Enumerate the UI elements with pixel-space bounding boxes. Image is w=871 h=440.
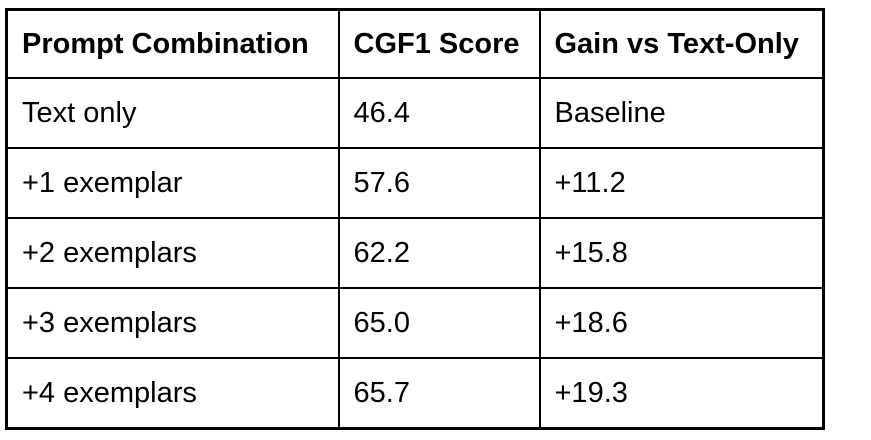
cell-prompt: +2 exemplars [5,217,340,289]
cell-prompt: +4 exemplars [5,357,340,430]
table-row: +2 exemplars 62.2 +15.8 [5,217,825,289]
table-header-row: Prompt Combination CGF1 Score Gain vs Te… [5,8,825,79]
cell-score: 57.6 [337,147,541,219]
cell-gain: +15.8 [538,217,825,289]
table-row: +4 exemplars 65.7 +19.3 [5,357,825,430]
column-header-cgf1-score: CGF1 Score [337,8,541,79]
cell-score: 65.7 [337,357,541,430]
cell-gain: +11.2 [538,147,825,219]
results-table: Prompt Combination CGF1 Score Gain vs Te… [5,8,825,430]
cell-prompt: +1 exemplar [5,147,340,219]
table-row: Text only 46.4 Baseline [5,77,825,149]
cell-prompt: Text only [5,77,340,149]
table-row: +1 exemplar 57.6 +11.2 [5,147,825,219]
table-row: +3 exemplars 65.0 +18.6 [5,287,825,359]
cell-gain: +18.6 [538,287,825,359]
column-header-gain-vs-text-only: Gain vs Text-Only [538,8,825,79]
column-header-prompt-combination: Prompt Combination [5,8,340,79]
results-table-container: Prompt Combination CGF1 Score Gain vs Te… [5,8,825,430]
cell-gain: Baseline [538,77,825,149]
cell-score: 65.0 [337,287,541,359]
cell-score: 62.2 [337,217,541,289]
cell-prompt: +3 exemplars [5,287,340,359]
cell-gain: +19.3 [538,357,825,430]
cell-score: 46.4 [337,77,541,149]
